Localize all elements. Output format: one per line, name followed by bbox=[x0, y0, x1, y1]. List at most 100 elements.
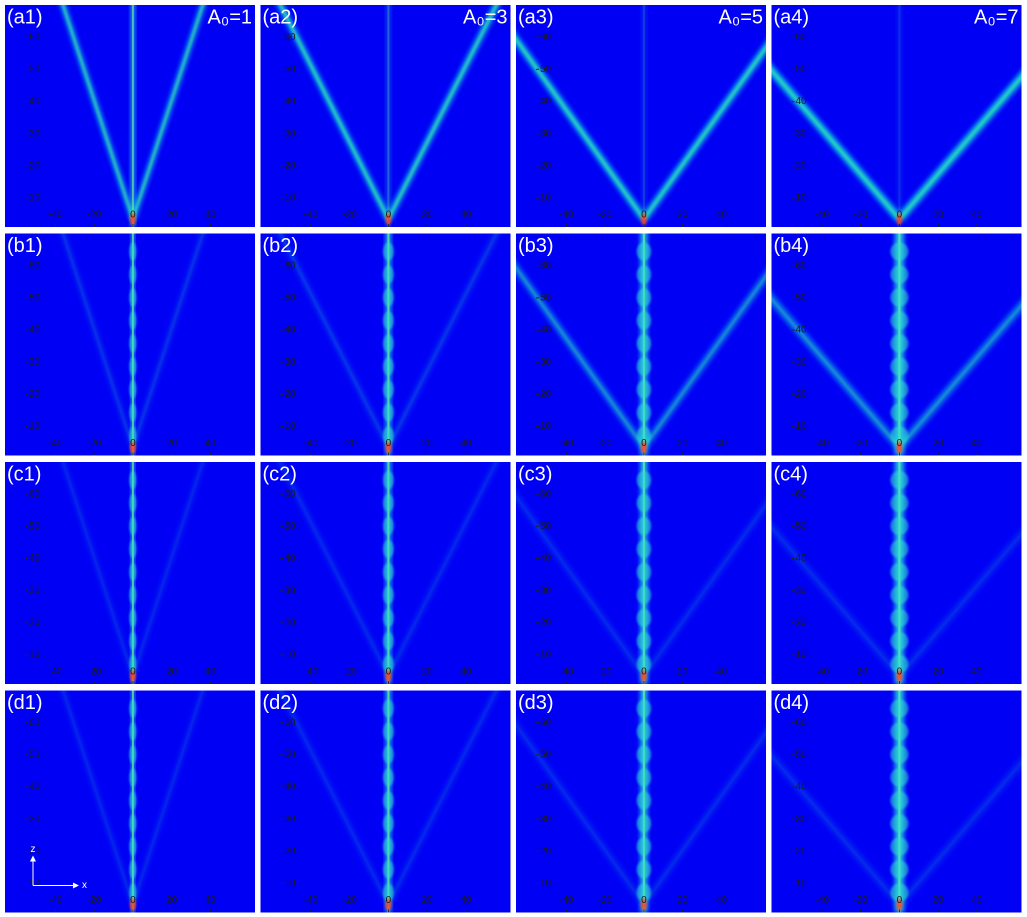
panel-label: (a4) bbox=[774, 6, 810, 28]
x-tick-label: 40 bbox=[716, 210, 728, 221]
breather bbox=[890, 791, 909, 810]
y-tick-label: 50 bbox=[796, 292, 808, 303]
x-tick-label: 40 bbox=[460, 210, 472, 221]
side-beam-core bbox=[643, 46, 766, 220]
breather bbox=[382, 426, 394, 445]
panel-label: (a1) bbox=[7, 6, 43, 28]
breather bbox=[890, 655, 909, 673]
breather bbox=[382, 540, 394, 558]
panel: -40 -20 0 20 40 10 20 30 40 50 60 (d4) bbox=[771, 690, 1022, 913]
y-tick-label: 30 bbox=[29, 585, 41, 596]
hot-spot bbox=[896, 213, 903, 225]
breather bbox=[636, 722, 652, 741]
breather bbox=[890, 265, 909, 284]
y-tick-label: 50 bbox=[29, 64, 41, 75]
side-beam-core bbox=[387, 690, 498, 905]
x-tick-label: -20 bbox=[342, 667, 357, 678]
y-tick-label: 50 bbox=[285, 521, 297, 532]
x-tick-label: 20 bbox=[677, 438, 689, 449]
breather bbox=[382, 837, 394, 856]
y-tick-label: 30 bbox=[285, 357, 297, 368]
breather bbox=[890, 699, 909, 718]
x-tick-label: -20 bbox=[87, 438, 102, 449]
y-tick-label: 60 bbox=[540, 717, 552, 728]
x-tick-label: -20 bbox=[853, 895, 868, 906]
intensity-pattern bbox=[277, 233, 500, 456]
y-tick-label: 10 bbox=[796, 878, 808, 889]
side-beam-core bbox=[132, 690, 204, 905]
y-tick-label: 50 bbox=[540, 749, 552, 760]
breather bbox=[890, 471, 909, 489]
x-axis-label: x bbox=[82, 880, 87, 891]
y-tick-label: 10 bbox=[540, 650, 552, 661]
y-tick-label: 60 bbox=[285, 489, 297, 500]
y-tick-label: 60 bbox=[796, 260, 808, 271]
y-tick-label: 20 bbox=[285, 161, 297, 172]
breather bbox=[129, 722, 137, 741]
side-beam-core bbox=[62, 233, 134, 448]
x-tick-label: -40 bbox=[815, 438, 830, 449]
y-tick-label: 40 bbox=[796, 325, 808, 336]
x-tick-label: 20 bbox=[422, 895, 434, 906]
breather bbox=[636, 632, 652, 650]
x-tick-label: 40 bbox=[460, 438, 472, 449]
center-beam bbox=[897, 5, 902, 227]
x-tick-label: -40 bbox=[559, 667, 574, 678]
y-tick-label: 10 bbox=[29, 193, 41, 204]
breather bbox=[636, 837, 652, 856]
breather bbox=[129, 837, 137, 856]
y-tick-label: 30 bbox=[796, 357, 808, 368]
panel: -40 -20 0 20 40 10 20 30 40 50 60 (b4) bbox=[771, 233, 1022, 456]
x-tick-label: 40 bbox=[716, 438, 728, 449]
x-tick-label: 20 bbox=[677, 210, 689, 221]
y-tick-label: 60 bbox=[285, 32, 297, 43]
center-core bbox=[898, 5, 901, 227]
side-beam-core bbox=[132, 5, 204, 220]
breather bbox=[890, 311, 909, 330]
x-tick-label: 0 bbox=[641, 438, 647, 449]
panel-label: (b2) bbox=[263, 235, 299, 257]
intensity-pattern bbox=[516, 462, 766, 684]
breather bbox=[382, 768, 394, 787]
breather bbox=[636, 609, 652, 627]
x-tick-label: 20 bbox=[166, 895, 178, 906]
y-tick-label: 30 bbox=[285, 128, 297, 139]
side-beam-core bbox=[516, 266, 645, 448]
x-arrow-head bbox=[73, 882, 79, 889]
breather bbox=[129, 745, 137, 764]
x-tick-label: -40 bbox=[304, 438, 319, 449]
y-tick-label: 20 bbox=[285, 618, 297, 629]
breather bbox=[636, 768, 652, 787]
panel-label: (c1) bbox=[7, 463, 41, 485]
y-tick-label: 60 bbox=[540, 260, 552, 271]
y-tick-label: 20 bbox=[540, 389, 552, 400]
y-tick-label: 10 bbox=[540, 421, 552, 432]
breather bbox=[382, 517, 394, 535]
hot-spot bbox=[896, 898, 903, 911]
breather bbox=[636, 242, 652, 261]
x-tick-label: -40 bbox=[815, 895, 830, 906]
panel-label: (b4) bbox=[774, 235, 810, 257]
x-tick-label: 0 bbox=[386, 438, 392, 449]
breather bbox=[890, 768, 909, 787]
annotation: A₀=1 bbox=[208, 6, 252, 28]
intensity-pattern bbox=[60, 233, 206, 456]
breather bbox=[382, 609, 394, 627]
breather bbox=[636, 883, 652, 902]
panel-label: (a2) bbox=[263, 6, 299, 28]
x-tick-label: -40 bbox=[304, 667, 319, 678]
breather bbox=[636, 380, 652, 399]
breather bbox=[129, 334, 137, 353]
side-beam-core bbox=[132, 233, 204, 448]
breather bbox=[890, 722, 909, 741]
breather bbox=[129, 265, 137, 284]
y-tick-label: 10 bbox=[285, 878, 297, 889]
side-beam-core bbox=[279, 462, 390, 677]
side-beam-core bbox=[643, 731, 766, 905]
annotation: A₀=5 bbox=[719, 6, 763, 28]
hot-spot bbox=[129, 213, 136, 225]
side-beam-core bbox=[771, 69, 900, 220]
intensity-pattern bbox=[60, 5, 206, 227]
x-tick-label: -40 bbox=[304, 210, 319, 221]
